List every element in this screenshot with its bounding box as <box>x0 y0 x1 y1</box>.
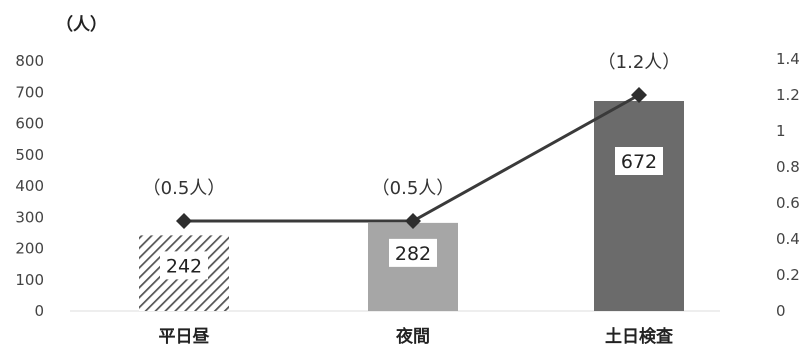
bar <box>594 101 684 311</box>
bar-series <box>139 101 684 311</box>
right-tick-label: 0.6 <box>776 194 800 212</box>
category-labels: 平日昼 夜間 土日検査 <box>159 326 674 347</box>
line-point-label: （0.5人） <box>143 178 226 199</box>
category-label: 夜間 <box>395 326 430 347</box>
right-tick-label: 1.2 <box>776 86 800 104</box>
left-tick-label: 800 <box>15 52 44 70</box>
bar-value-box <box>389 238 437 267</box>
line-point-marker <box>176 213 192 229</box>
category-label: 土日検査 <box>605 326 674 347</box>
right-tick-label: 0.4 <box>776 230 800 248</box>
series-line <box>184 93 640 223</box>
left-tick-label: 100 <box>15 271 44 289</box>
bar-value-box <box>615 147 663 175</box>
line-point-label: （1.2人） <box>598 52 681 73</box>
bar-value-label: 282 <box>395 243 431 265</box>
bar-value-label: 672 <box>621 151 657 173</box>
right-tick-label: 0.8 <box>776 158 800 176</box>
bar-value-label: 242 <box>166 255 202 277</box>
line-point-marker <box>405 213 421 229</box>
bar-value-labels: 242 282 672 <box>160 147 663 280</box>
right-tick-label: 1 <box>776 122 786 140</box>
left-tick-label: 300 <box>15 208 44 226</box>
left-tick-label: 700 <box>15 83 44 101</box>
line-point-marker <box>631 87 647 103</box>
bar <box>368 222 458 311</box>
left-tick-label: 500 <box>15 146 44 164</box>
right-tick-label: 1.4 <box>776 50 800 68</box>
category-label: 平日昼 <box>159 327 210 347</box>
left-axis-ticks: 0 100 200 300 400 500 600 700 800 <box>15 52 44 320</box>
unit-label: （人） <box>56 14 107 35</box>
left-tick-label: 0 <box>34 302 44 320</box>
right-axis-ticks: 0 0.2 0.4 0.6 0.8 1 1.2 1.4 <box>776 50 800 320</box>
right-tick-label: 0 <box>776 302 786 320</box>
right-tick-label: 0.2 <box>776 266 800 284</box>
bar-value-box <box>160 251 208 280</box>
line-point-labels: （0.5人） （0.5人） （1.2人） <box>143 52 681 199</box>
line-series <box>176 87 647 229</box>
left-tick-label: 400 <box>15 177 44 195</box>
left-tick-label: 600 <box>15 115 44 133</box>
left-tick-label: 200 <box>15 240 44 258</box>
line-point-label: （0.5人） <box>372 178 455 199</box>
